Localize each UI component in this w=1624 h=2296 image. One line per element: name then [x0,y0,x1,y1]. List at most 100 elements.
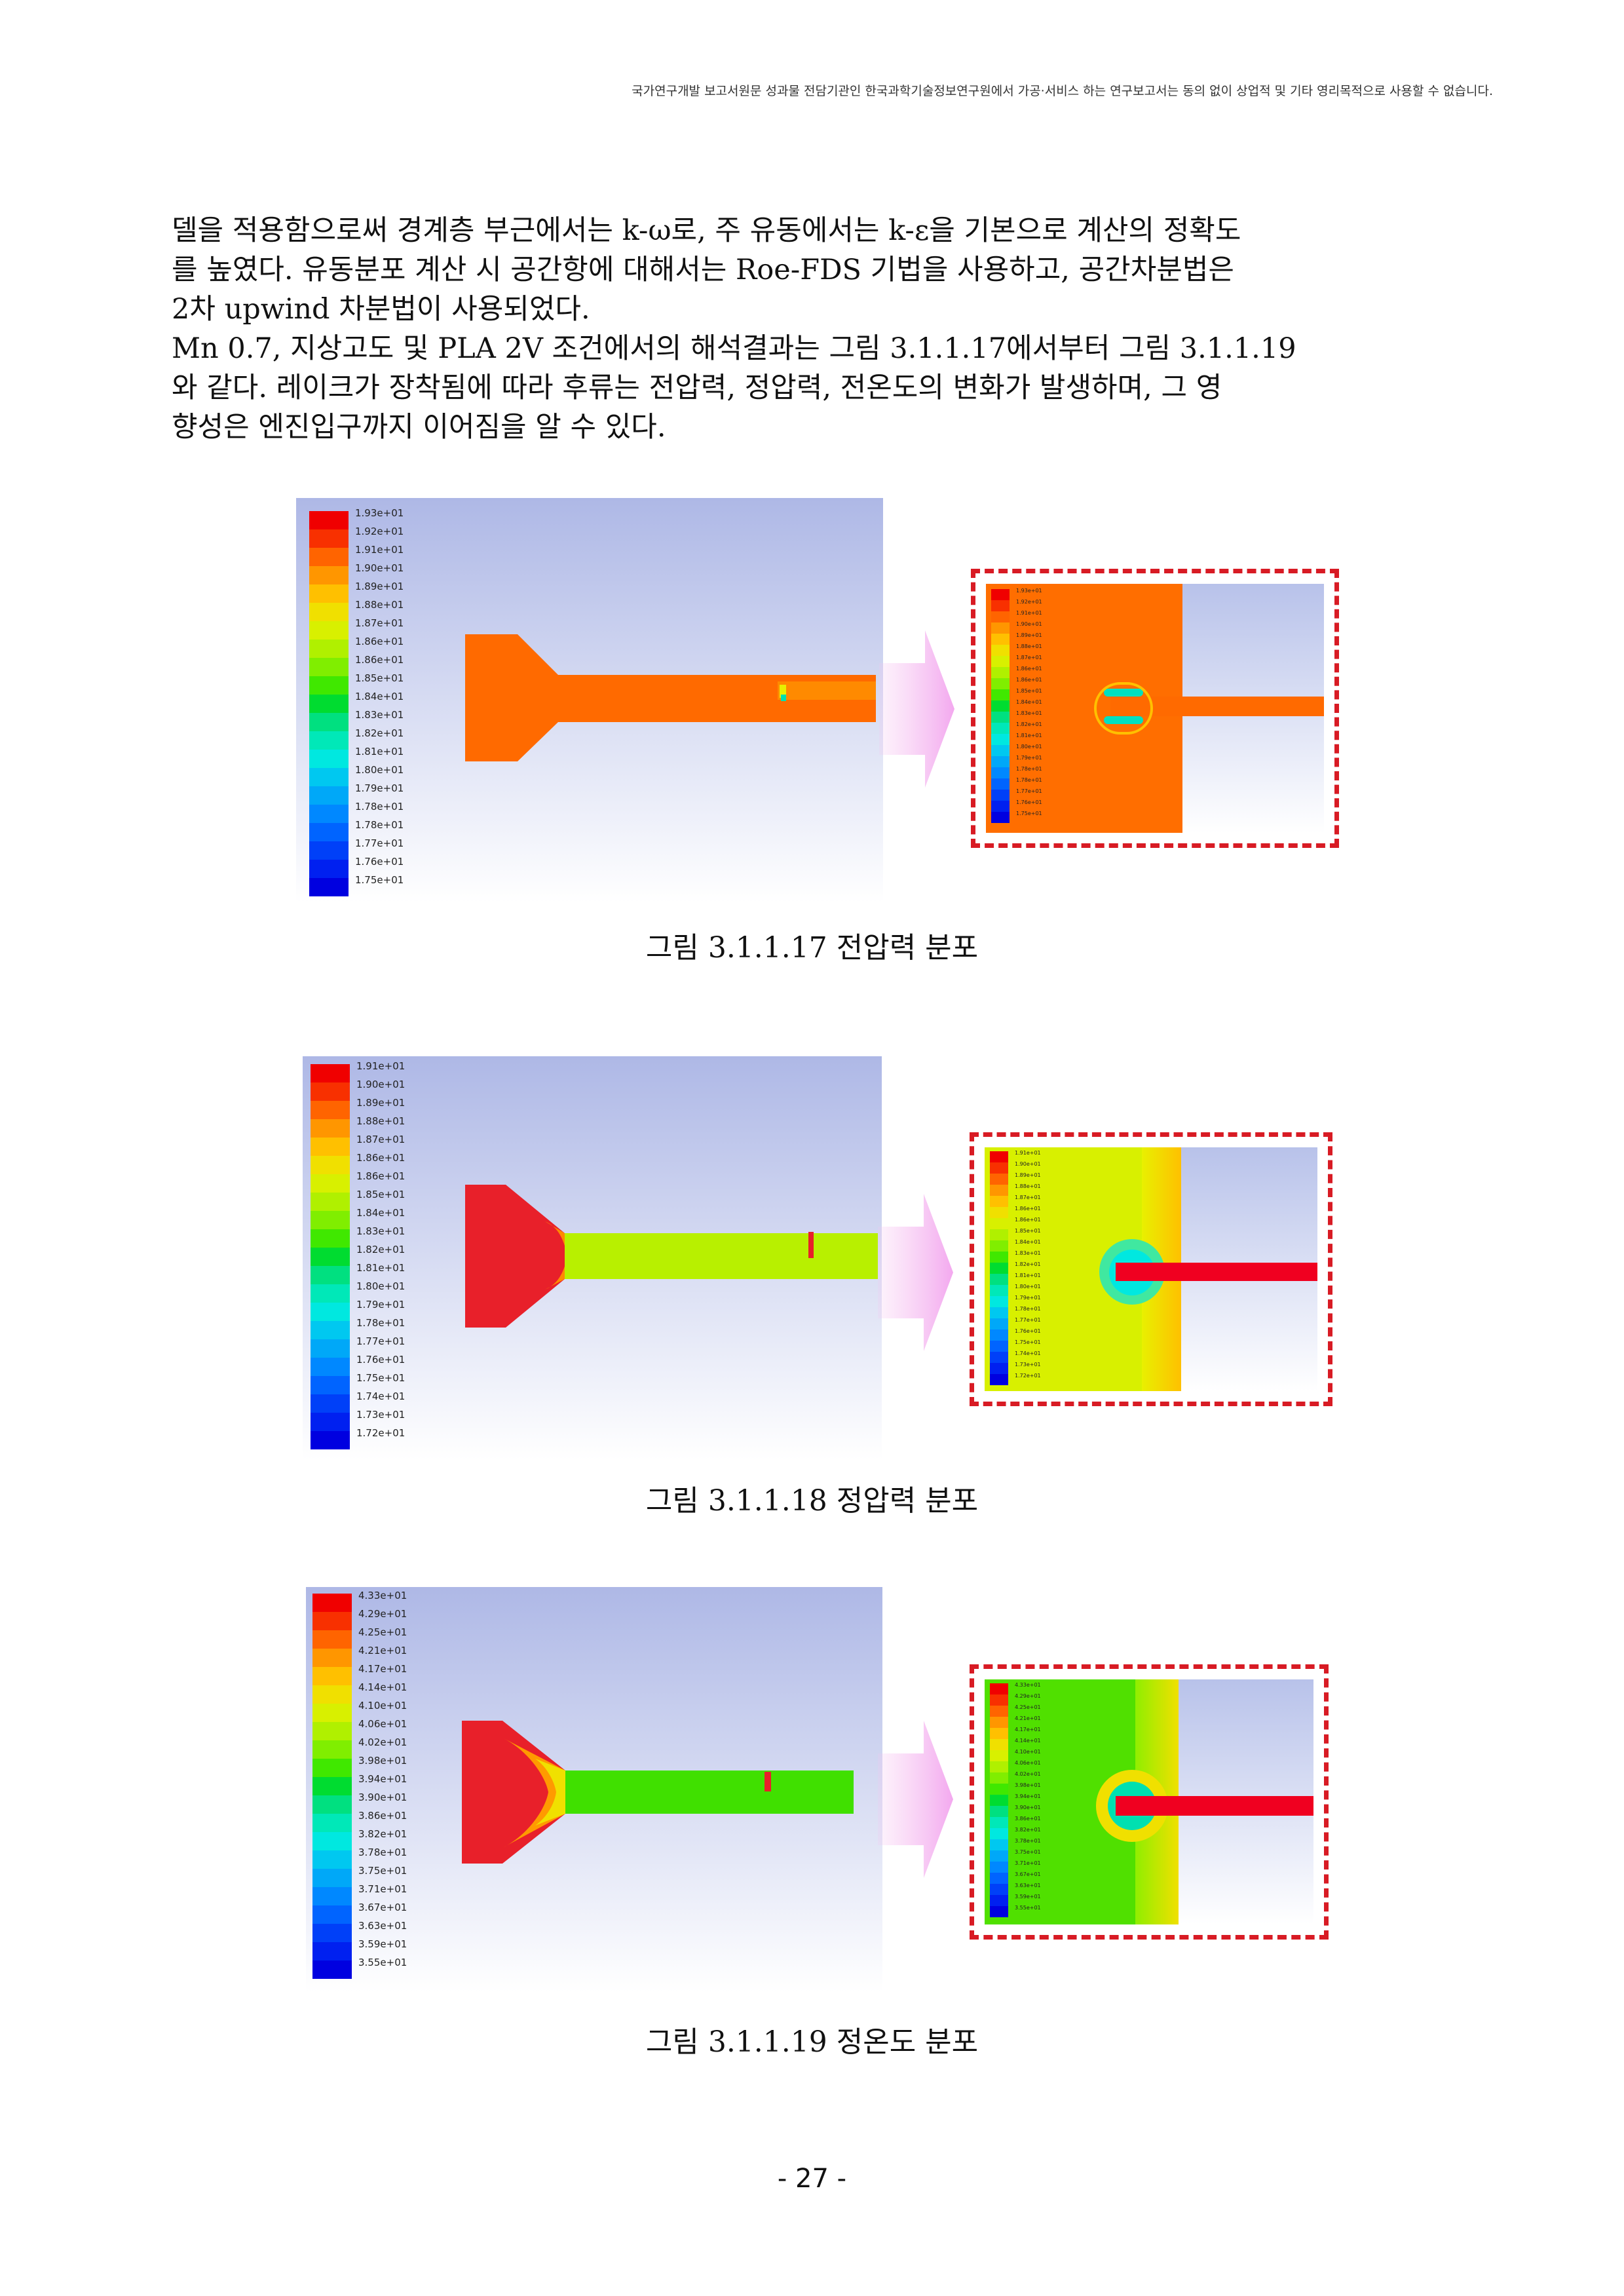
page-number: - 27 - [777,2164,847,2194]
legend-swatch [311,1358,350,1376]
legend-label: 4.06e+01 [358,1717,407,1730]
legend-swatch [990,1761,1008,1772]
legend-swatch [311,1156,350,1174]
legend-label: 1.79e+01 [355,782,404,794]
legend-swatch [991,589,1010,600]
legend-label: 1.84e+01 [355,690,404,702]
legend-label: 4.10e+01 [358,1699,407,1712]
legend-label: 1.89e+01 [1016,632,1042,638]
legend-swatch [990,1307,1008,1318]
legend-label: 1.87e+01 [355,617,404,629]
cfd-contour-static-pressure: 1.91e+01 1.90e+01 1.89e+01 1.88e+01 1.87e+01… [303,1056,882,1460]
legend-swatch [312,1887,352,1905]
figure-caption: 그림 3.1.1.17 전압력 분포 [645,931,979,965]
legend-swatch [990,1218,1008,1229]
paragraph-line: 와 같다. 레이크가 장착됨에 따라 후류는 전압력, 정압력, 전온도의 변화… [172,372,1222,404]
legend-swatch [990,1196,1008,1207]
legend-swatch [309,731,349,750]
legend-swatch [312,1832,352,1850]
legend-swatch [990,1739,1008,1750]
legend-label: 1.79e+01 [1016,754,1042,761]
legend-label: 1.87e+01 [356,1133,406,1145]
legend-label: 1.82e+01 [1016,721,1042,727]
legend-label: 1.75e+01 [1016,810,1042,816]
legend-swatch [990,1229,1008,1240]
legend-label: 3.82e+01 [1015,1826,1041,1833]
legend-label: 1.72e+01 [1015,1372,1041,1379]
legend-label: 3.71e+01 [358,1883,407,1895]
legend-swatch [991,790,1010,801]
legend-swatch [991,712,1010,723]
legend-label: 1.84e+01 [1016,698,1042,705]
legend-label: 1.86e+01 [355,653,404,666]
legend-swatch [311,1119,350,1138]
color-legend: 4.33e+01 4.29e+01 4.25e+01 4.21e+01 4.17e+01… [312,1590,470,1979]
legend-label: 3.78e+01 [358,1846,407,1858]
legend-swatch [312,1740,352,1759]
legend-label: 3.78e+01 [1015,1837,1041,1844]
legend-swatch [990,1784,1008,1795]
color-legend: 1.93e+01 1.92e+01 1.91e+01 1.90e+01 1.89e+01… [309,507,466,896]
paragraph-line: 를 높였다. 유동분포 계산 시 공간항에 대해서는 Roe-FDS 기법을 사… [172,254,1234,286]
legend-label: 4.14e+01 [358,1681,407,1693]
legend-swatch [991,656,1010,667]
figure-caption: 그림 3.1.1.18 정압력 분포 [645,1484,979,1518]
zoom-arrow-icon [878,1194,953,1351]
legend-label: 1.82e+01 [1015,1261,1041,1267]
legend-swatch [309,603,349,621]
legend-swatch [312,1869,352,1887]
legend-swatch [312,1777,352,1795]
legend-label: 1.93e+01 [1016,587,1042,594]
legend-swatch [309,640,349,658]
legend-swatch [311,1394,350,1413]
legend-swatch [990,1806,1008,1817]
zoom-arrow-icon [879,630,954,788]
legend-label: 1.92e+01 [355,525,404,537]
legend-label: 1.78e+01 [356,1316,406,1329]
legend-label: 1.89e+01 [355,580,404,592]
legend-label: 1.76e+01 [1015,1328,1041,1334]
inset-color-legend: 1.91e+01 1.90e+01 1.89e+01 1.88e+01 1.87e+01… [990,1150,1068,1385]
legend-label: 1.78e+01 [1016,776,1042,783]
cfd-contour-static-temperature: 4.33e+01 4.29e+01 4.25e+01 4.21e+01 4.17e+01… [306,1587,882,1992]
legend-swatch [311,1339,350,1358]
legend-swatch [309,621,349,640]
legend-label: 1.86e+01 [1016,676,1042,683]
legend-swatch [312,1594,352,1612]
legend-swatch [991,611,1010,622]
legend-swatch [991,767,1010,778]
legend-swatch [990,1252,1008,1263]
legend-label: 1.78e+01 [355,818,404,831]
legend-swatch [311,1248,350,1266]
paragraph-1: 델을 적용함으로써 경계층 부근에서는 k-ω로, 주 유동에서는 k-ε을 기… [172,211,1463,329]
legend-label: 1.81e+01 [1015,1272,1041,1278]
legend-swatch [991,634,1010,645]
legend-label: 1.90e+01 [355,562,404,574]
legend-label: 1.89e+01 [1015,1172,1041,1178]
legend-swatch [990,1296,1008,1307]
legend-swatch [309,511,349,529]
legend-label: 3.59e+01 [1015,1893,1041,1900]
legend-label: 4.10e+01 [1015,1748,1041,1755]
legend-swatch [309,768,349,786]
legend-swatch [309,805,349,823]
legend-swatch [990,1706,1008,1717]
legend-swatch [309,786,349,805]
legend-label: 1.84e+01 [1015,1238,1041,1245]
legend-label: 1.88e+01 [1015,1183,1041,1189]
legend-swatch [991,645,1010,656]
zoom-inset-frame: 4.33e+01 4.29e+01 4.25e+01 4.21e+01 4.17e+01… [970,1664,1329,1940]
legend-swatch [312,1924,352,1942]
paragraph-line: 향성은 엔진입구까지 이어짐을 알 수 있다. [172,411,666,444]
flow-domain-shape [465,634,876,761]
legend-label: 1.88e+01 [355,598,404,611]
legend-swatch [309,823,349,841]
legend-swatch [990,1363,1008,1374]
paragraph-line: Mn 0.7, 지상고도 및 PLA 2V 조건에서의 해석결과는 그림 3.1… [172,332,1296,365]
legend-swatch [990,1728,1008,1739]
legend-swatch [990,1694,1008,1706]
legend-swatch [990,1717,1008,1728]
legend-label: 1.92e+01 [1016,598,1042,605]
legend-swatch [990,1850,1008,1862]
legend-swatch [311,1229,350,1248]
